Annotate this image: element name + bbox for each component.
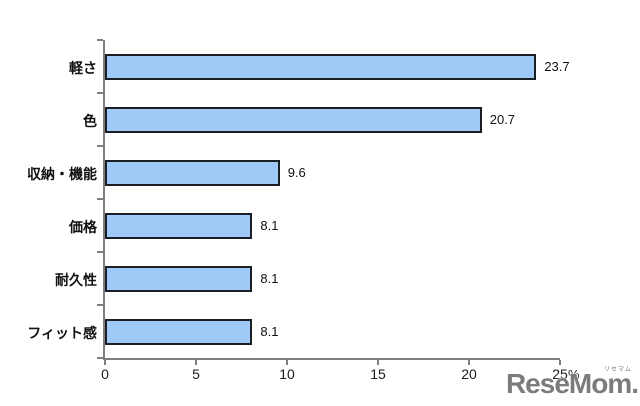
x-axis-tick bbox=[377, 360, 379, 365]
category-label: 耐久性 bbox=[55, 271, 97, 288]
category-label: 色 bbox=[83, 112, 97, 129]
bar bbox=[105, 212, 253, 239]
bar bbox=[105, 106, 482, 133]
x-tick-label: 15 bbox=[370, 366, 386, 382]
y-axis-line bbox=[103, 40, 105, 358]
bar bbox=[105, 159, 280, 186]
x-axis-line bbox=[103, 358, 560, 360]
x-tick-label: 20 bbox=[461, 366, 477, 382]
bar-value-label: 23.7 bbox=[544, 58, 570, 74]
x-tick-label: 25 bbox=[552, 366, 568, 382]
bar-value-label: 8.1 bbox=[260, 270, 279, 286]
x-tick-label: 5 bbox=[192, 366, 200, 382]
bar-value-label: 9.6 bbox=[287, 164, 306, 180]
bar bbox=[105, 318, 253, 345]
x-axis-tick bbox=[286, 360, 288, 365]
category-label: 収納・機能 bbox=[27, 165, 97, 182]
y-axis-tick bbox=[97, 357, 103, 359]
bar bbox=[105, 53, 537, 80]
x-axis-tick bbox=[195, 360, 197, 365]
x-tick-label: 10 bbox=[279, 366, 295, 382]
category-label: 軽さ bbox=[69, 59, 97, 76]
x-axis-unit-label: % bbox=[568, 367, 580, 382]
y-axis-tick bbox=[97, 145, 103, 147]
y-axis-tick bbox=[97, 92, 103, 94]
y-axis-tick bbox=[97, 198, 103, 200]
bar-value-label: 8.1 bbox=[260, 323, 279, 339]
y-axis-tick bbox=[97, 39, 103, 41]
y-axis-tick bbox=[97, 304, 103, 306]
x-axis-tick bbox=[559, 360, 561, 365]
x-tick-label: 0 bbox=[101, 366, 109, 382]
category-label: フィット感 bbox=[27, 324, 97, 341]
category-label: 価格 bbox=[69, 218, 97, 235]
x-axis-tick bbox=[468, 360, 470, 365]
bar bbox=[105, 265, 253, 292]
bar-value-label: 8.1 bbox=[260, 217, 279, 233]
y-axis-tick bbox=[97, 251, 103, 253]
x-axis-tick bbox=[104, 360, 106, 365]
bar-value-label: 20.7 bbox=[489, 111, 516, 127]
